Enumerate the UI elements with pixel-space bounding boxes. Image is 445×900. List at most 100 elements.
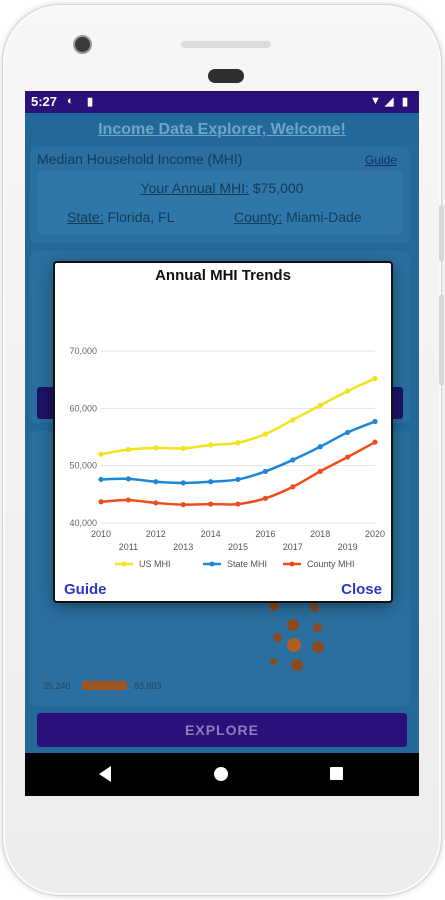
map-county-dot: [313, 623, 322, 632]
map-county-dot: [310, 603, 319, 612]
your-mhi-value: $75,000: [252, 180, 304, 196]
data-point: [98, 451, 104, 457]
x-tick-label: 2016: [255, 529, 275, 539]
legend-marker: [209, 561, 215, 567]
data-point: [317, 468, 323, 474]
county-label: County:: [234, 209, 283, 225]
map-legend-max: 83,803: [134, 681, 162, 691]
x-tick-label: 2019: [338, 542, 358, 552]
data-point: [153, 500, 159, 506]
map-county-dot: [287, 619, 299, 631]
map-county-dot: [312, 641, 324, 653]
data-point: [290, 484, 296, 490]
data-point: [372, 375, 378, 382]
y-tick-label: 40,000: [69, 518, 97, 528]
home-icon[interactable]: [214, 767, 228, 781]
county-row: County: Miami-Dade: [234, 209, 362, 225]
x-tick-label: 2020: [365, 529, 385, 539]
data-point: [345, 454, 351, 460]
series-line: [100, 441, 376, 506]
legend-label: US MHI: [139, 559, 171, 569]
y-tick-label: 50,000: [69, 461, 97, 471]
dialog-guide-button[interactable]: Guide: [64, 581, 107, 598]
status-bar: 5:27 ◐ ▮ ▼ ◢ ▮: [25, 91, 419, 113]
data-point: [98, 499, 104, 505]
data-point: [235, 501, 241, 507]
map-county-dot: [291, 659, 303, 671]
earpiece-speaker: [181, 41, 271, 48]
map-county-dot: [273, 633, 282, 642]
dialog-title: Annual MHI Trends: [155, 267, 291, 284]
data-point: [98, 476, 104, 483]
signal-icon: ◢: [385, 96, 394, 108]
data-point: [262, 468, 268, 474]
navigation-bar: [25, 753, 419, 796]
legend-marker: [289, 561, 295, 567]
data-point: [345, 429, 351, 436]
map-county-dot: [270, 658, 277, 665]
user-info-box: [37, 171, 403, 235]
data-point: [262, 431, 268, 437]
data-point: [372, 418, 378, 425]
x-tick-label: 2010: [91, 529, 111, 539]
data-point: [345, 388, 351, 394]
x-tick-label: 2015: [228, 542, 248, 552]
x-tick-label: 2011: [119, 542, 138, 552]
data-point: [235, 476, 241, 483]
data-point: [372, 439, 378, 445]
y-tick-label: 60,000: [69, 403, 97, 413]
proximity-sensor: [208, 69, 244, 83]
volume-button: [439, 295, 444, 385]
mhi-heading: Median Household Income (MHI): [37, 151, 243, 167]
data-point: [180, 502, 186, 508]
x-tick-label: 2013: [173, 542, 193, 552]
y-tick-label: 70,000: [69, 346, 97, 356]
data-point: [208, 442, 214, 448]
your-mhi-label: Your Annual MHI:: [140, 180, 249, 196]
data-point: [180, 445, 186, 452]
data-point: [125, 497, 131, 503]
state-value: Florida, FL: [107, 209, 175, 225]
data-point: [180, 480, 186, 486]
legend-label: County MHI: [307, 559, 355, 569]
legend-label: State MHI: [227, 559, 267, 569]
dialog-close-button[interactable]: Close: [341, 581, 382, 598]
x-tick-label: 2017: [283, 542, 303, 552]
power-button: [439, 205, 444, 261]
data-point: [125, 476, 131, 482]
x-tick-label: 2014: [201, 529, 221, 539]
state-label: State:: [67, 209, 104, 225]
back-icon[interactable]: [99, 766, 111, 782]
mhi-guide-link[interactable]: Guide: [365, 153, 398, 167]
app-title[interactable]: Income Data Explorer, Welcome!: [98, 121, 346, 138]
county-value: Miami-Dade: [286, 209, 362, 225]
data-point: [125, 447, 131, 453]
data-point: [317, 402, 323, 409]
data-point: [290, 417, 296, 423]
map-legend-min: 35,240: [43, 681, 71, 691]
data-point: [262, 495, 268, 501]
state-row: State: Florida, FL: [67, 209, 174, 225]
your-mhi-row: Your Annual MHI: $75,000: [25, 180, 419, 196]
data-point: [290, 457, 296, 463]
map-legend-gradient: [82, 681, 127, 690]
data-point: [153, 445, 159, 451]
data-point: [235, 440, 241, 446]
screen: 5:27 ◐ ▮ ▼ ◢ ▮ Income Data Explorer, Wel…: [25, 91, 419, 796]
x-tick-label: 2018: [310, 529, 330, 539]
wifi-icon: ▼: [370, 95, 381, 107]
explore-button[interactable]: EXPLORE: [37, 713, 407, 747]
map-county-dot: [287, 638, 301, 652]
notification-p-icon: ◐: [67, 95, 74, 107]
series-line: [100, 420, 376, 485]
data-point: [208, 479, 214, 485]
status-time: 5:27: [31, 94, 58, 109]
x-tick-label: 2012: [146, 529, 166, 539]
legend-marker: [121, 561, 127, 567]
recent-apps-icon[interactable]: [330, 767, 343, 780]
data-point: [208, 501, 214, 507]
sd-card-icon: ▮: [87, 96, 94, 108]
data-point: [153, 479, 159, 485]
mhi-trends-dialog: Annual MHI Trends 70,000 60,000 50,000 40,0…: [55, 263, 391, 601]
